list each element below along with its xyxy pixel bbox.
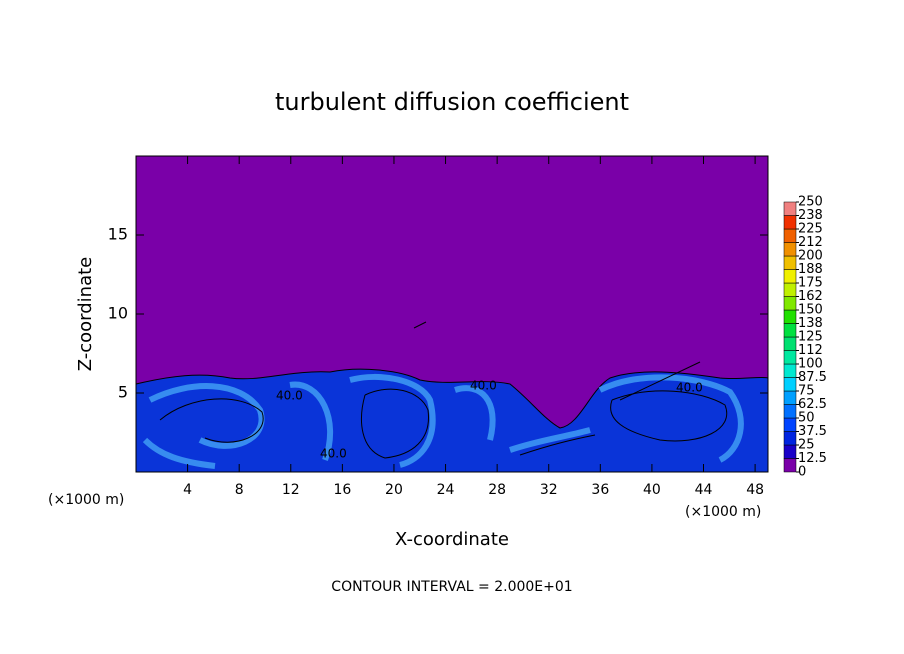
- colorbar-segment: [783, 336, 797, 351]
- colorbar-segment: [783, 215, 797, 230]
- chart-title: turbulent diffusion coefficient: [275, 88, 629, 116]
- colorbar-segment: [783, 282, 797, 297]
- colorbar-label: 225: [798, 222, 823, 237]
- colorbar-label: 25: [798, 438, 815, 453]
- x-unit: (×1000 m): [685, 504, 761, 520]
- colorbar-segment: [783, 417, 797, 432]
- colorbar-label: 162: [798, 289, 823, 304]
- colorbar-label: 238: [798, 208, 823, 223]
- swirls: [142, 374, 744, 469]
- colorbar-label: 188: [798, 262, 823, 277]
- y-tick-label: 5: [118, 383, 128, 402]
- colorbar-segment: [783, 201, 797, 216]
- x-tick-label: 12: [282, 482, 300, 498]
- colorbar-segment: [783, 431, 797, 446]
- colorbar-segment: [783, 350, 797, 365]
- contour-lines: [159, 321, 728, 459]
- colorbar-label: 62.5: [798, 397, 827, 412]
- x-unit: (×1000 m): [48, 492, 124, 508]
- colorbar-label: 50: [798, 411, 815, 426]
- colorbar-segment: [783, 444, 797, 459]
- x-tick-label: 48: [746, 482, 764, 498]
- x-tick-label: 24: [437, 482, 455, 498]
- colorbar-segment: [783, 390, 797, 405]
- colorbar-label: 175: [798, 276, 823, 291]
- colorbar-label: 12.5: [798, 451, 827, 466]
- colorbar-segment: [783, 269, 797, 284]
- colorbar-label: 125: [798, 330, 823, 345]
- y-axis-label: Z-coordinate: [75, 257, 96, 372]
- colorbar-label: 250: [798, 195, 823, 210]
- contour-label: 40.0: [470, 379, 497, 393]
- colorbar-label: 37.5: [798, 424, 827, 439]
- colorbar-label: 75: [798, 384, 815, 399]
- x-tick-label: 36: [591, 482, 609, 498]
- colorbar-label: 87.5: [798, 370, 827, 385]
- colorbar-label: 0: [798, 465, 806, 480]
- contour-label: 40.0: [276, 389, 303, 403]
- footnote: CONTOUR INTERVAL = 2.000E+01: [331, 579, 572, 595]
- x-tick-label: 20: [385, 482, 403, 498]
- colorbar-segment: [783, 404, 797, 419]
- x-tick-label: 4: [183, 482, 192, 498]
- colorbar-label: 200: [798, 249, 823, 264]
- colorbar-segment: [783, 296, 797, 311]
- colorbar-segment: [783, 323, 797, 338]
- colorbar-segment: [783, 309, 797, 324]
- colorbar-label: 100: [798, 357, 823, 372]
- y-tick-label: 15: [108, 225, 128, 244]
- x-tick-label: 16: [333, 482, 351, 498]
- colorbar-label: 138: [798, 316, 823, 331]
- x-tick-label: 32: [540, 482, 558, 498]
- x-tick-label: 28: [488, 482, 506, 498]
- colorbar-label: 212: [798, 235, 823, 250]
- contour-label: 40.0: [676, 381, 703, 395]
- y-tick-label: 10: [108, 304, 128, 323]
- turbulent-layer: [135, 368, 769, 473]
- x-tick-label: 8: [235, 482, 244, 498]
- colorbar-segment: [783, 228, 797, 243]
- colorbar-segment: [783, 377, 797, 392]
- colorbar-segment: [783, 255, 797, 270]
- field: [135, 156, 769, 473]
- colorbar-label: 112: [798, 343, 823, 358]
- colorbar-label: 150: [798, 303, 823, 318]
- contour-label: 40.0: [320, 447, 347, 461]
- colorbar-segment: [783, 363, 797, 378]
- x-axis-label: X-coordinate: [395, 529, 509, 550]
- colorbar-segment: [783, 242, 797, 257]
- x-tick-label: 44: [695, 482, 713, 498]
- x-tick-label: 40: [643, 482, 661, 498]
- colorbar-segment: [783, 458, 797, 473]
